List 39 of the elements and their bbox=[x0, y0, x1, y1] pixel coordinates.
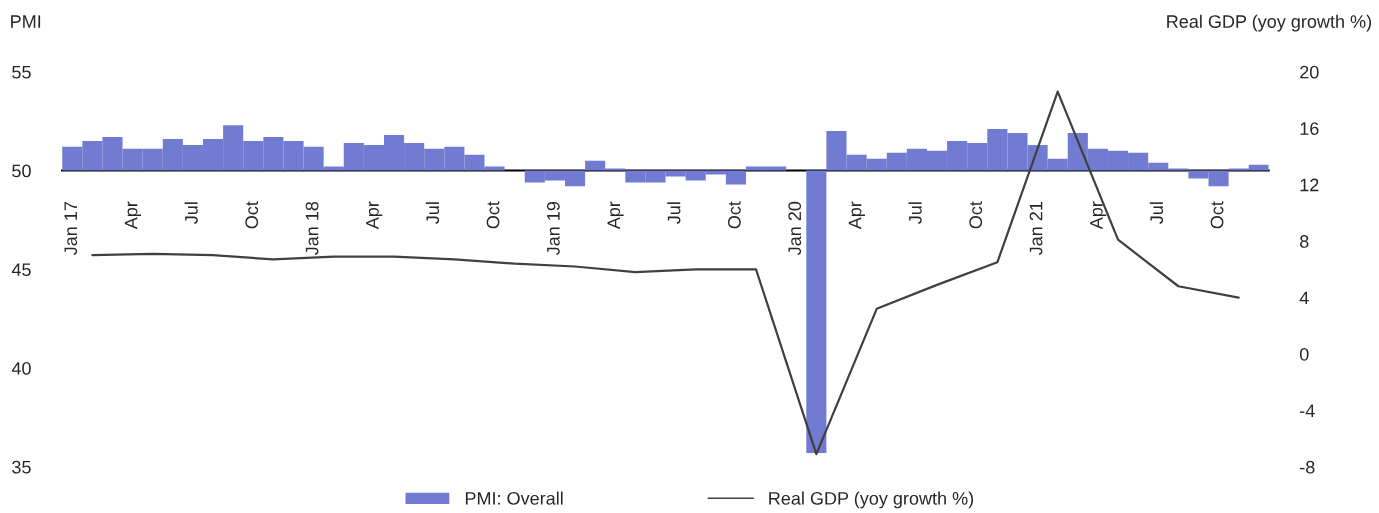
y-tick-label: 35 bbox=[12, 460, 31, 474]
x-tick-label: Oct bbox=[245, 201, 259, 229]
x-tick-label: Jul bbox=[425, 202, 440, 224]
x-tick-label: Jul bbox=[184, 202, 198, 224]
y-tick-label: 40 bbox=[11, 362, 31, 375]
x-tick-label: Jan 20 bbox=[788, 201, 802, 256]
legend-label: Real GDP (yoy growth %) bbox=[769, 491, 974, 509]
bar bbox=[806, 170, 827, 453]
y2-tick-label: 16 bbox=[1300, 122, 1319, 135]
x-tick-label: Jul bbox=[908, 202, 922, 224]
x-tick-label: Jul bbox=[1149, 202, 1164, 224]
y-tick-label: 50 bbox=[12, 164, 31, 178]
y2-tick-label: 12 bbox=[1300, 178, 1319, 192]
x-tick-label: Jan 17 bbox=[64, 202, 78, 256]
x-tick-label: Oct bbox=[727, 201, 741, 229]
line-series bbox=[91, 90, 1240, 456]
y2-axis-title: Real GDP (yoy growth %) bbox=[1167, 14, 1371, 32]
x-tick-label: Jan 19 bbox=[546, 201, 560, 256]
y2-tick-label: 8 bbox=[1300, 235, 1309, 248]
y-axis-title: PMI bbox=[11, 15, 41, 28]
y-tick-label: 45 bbox=[11, 263, 31, 277]
x-tick-label: Oct bbox=[969, 201, 983, 229]
y-tick-label: 55 bbox=[12, 65, 31, 79]
y2-tick-label: -8 bbox=[1300, 460, 1315, 474]
y2-tick-label: 4 bbox=[1299, 291, 1309, 305]
x-tick-label: Jan 21 bbox=[1029, 202, 1043, 256]
x-tick-label: Apr bbox=[124, 201, 142, 230]
x-tick-label: Jan 18 bbox=[305, 201, 319, 256]
y2-tick-label: 0 bbox=[1299, 347, 1309, 361]
x-tick-label: Apr bbox=[848, 201, 865, 230]
x-tick-label: Oct bbox=[486, 201, 500, 229]
x-tick-label: Apr bbox=[607, 201, 624, 230]
x-tick-label: Apr bbox=[366, 201, 383, 230]
x-tick-label: Apr bbox=[1090, 201, 1107, 230]
x-tick-label: Oct bbox=[1210, 201, 1224, 229]
legend-label: PMI: Overall bbox=[465, 491, 563, 505]
y2-tick-label: 20 bbox=[1300, 65, 1319, 79]
y2-tick-label: -4 bbox=[1300, 404, 1315, 417]
x-tick-label: Jul bbox=[667, 202, 681, 224]
